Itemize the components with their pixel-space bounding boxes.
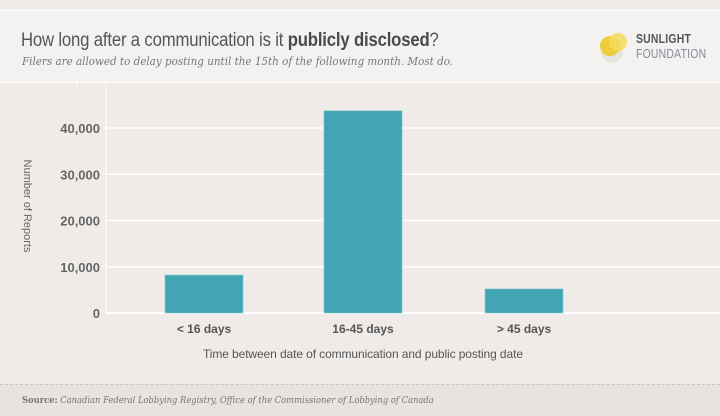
chart-subtitle: Filers are allowed to delay posting unti…	[22, 54, 454, 68]
bar-chart: 0 10,000 20,000 30,000 40,000 < 16 days 16-45…	[21, 82, 720, 361]
header: How long after a communication is it pub…	[0, 10, 720, 83]
source-label: Source:	[22, 395, 58, 406]
logo-text-foundation: FOUNDATION	[636, 46, 707, 61]
sun-icon	[600, 33, 627, 63]
title-bold-text: publicly disclosed	[287, 30, 430, 51]
source-text: Canadian Federal Lobbying Registry, Offi…	[60, 395, 434, 406]
y-tick-label: 10,000	[60, 260, 100, 275]
title-end: ?	[429, 30, 439, 51]
y-axis-label: Number of Reports	[21, 160, 33, 253]
y-tick-label: 30,000	[60, 167, 100, 182]
x-tick-label: > 45 days	[497, 322, 552, 336]
bar-2	[323, 110, 403, 314]
x-tick-label: 16-45 days	[332, 322, 394, 336]
bar-3	[484, 288, 564, 314]
x-tick-label: < 16 days	[177, 322, 232, 336]
footer: Source: Canadian Federal Lobbying Regist…	[0, 384, 720, 416]
sunlight-logo: SUNLIGHT FOUNDATION	[598, 30, 708, 64]
title-text: How long after a communication is it	[21, 30, 288, 51]
source-note: Source: Canadian Federal Lobbying Regist…	[22, 395, 434, 406]
bar-1	[164, 274, 244, 314]
y-tick-label: 0	[93, 306, 100, 321]
y-tick-label: 20,000	[60, 214, 100, 229]
chart-title: How long after a communication is it pub…	[21, 30, 439, 52]
x-axis-label: Time between date of communication and p…	[203, 347, 523, 361]
y-tick-label: 40,000	[60, 121, 100, 136]
logo-text-sunlight: SUNLIGHT	[636, 31, 692, 46]
